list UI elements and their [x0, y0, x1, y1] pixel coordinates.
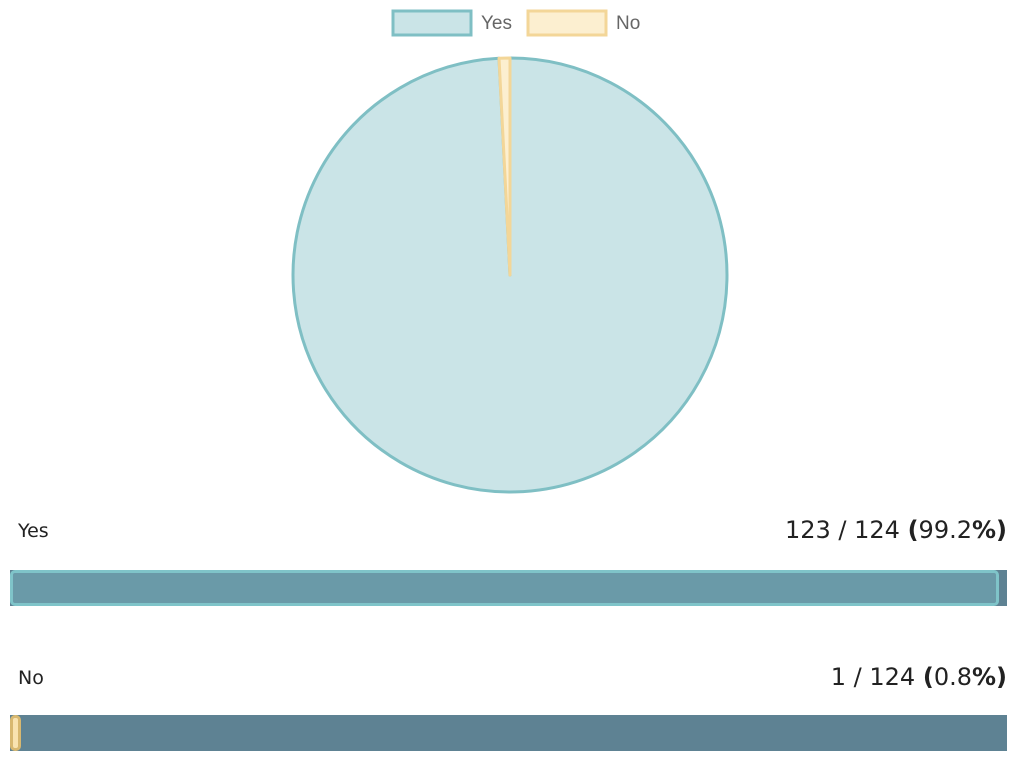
result-bar-track-no [10, 715, 1007, 751]
legend-item-no[interactable]: No [526, 9, 640, 37]
pie-chart: Yes No [291, 9, 729, 494]
legend-swatch-no [526, 9, 608, 37]
result-count-value-no: 1 [830, 663, 847, 691]
result-open-paren-yes: ( [907, 516, 919, 544]
result-separator-no: / [846, 663, 870, 691]
legend-item-yes[interactable]: Yes [391, 9, 512, 37]
result-percent-yes: 99.2 [918, 516, 972, 544]
legend-label-yes: Yes [481, 13, 512, 34]
result-row-yes: Yes 123 / 124 (99.2%) [10, 516, 1007, 610]
result-bar-track-yes [10, 570, 1007, 606]
result-count-yes: 123 / 124 (99.2%) [785, 516, 1007, 544]
result-total-no: 124 [869, 663, 916, 691]
result-percent-sign-no: % [971, 663, 997, 691]
result-count-value-yes: 123 [784, 516, 831, 544]
result-close-paren-yes: ) [996, 516, 1007, 544]
pie-slice-no[interactable] [497, 56, 512, 277]
result-label-no: No [18, 667, 44, 689]
legend-label-no: No [616, 13, 640, 34]
result-count-no: 1 / 124 (0.8%) [831, 663, 1007, 691]
result-label-yes: Yes [18, 520, 49, 542]
result-percent-no: 0.8 [933, 663, 972, 691]
result-close-paren-no: ) [996, 663, 1007, 691]
result-bar-fill-no [10, 715, 21, 751]
result-separator-yes: / [830, 516, 855, 544]
legend-swatch-yes [391, 9, 473, 37]
result-percent-sign-yes: % [971, 516, 997, 544]
result-total-yes: 124 [854, 516, 900, 544]
result-row-no: No 1 / 124 (0.8%) [10, 663, 1007, 757]
pie-chart-svg: Yes No [291, 9, 729, 494]
result-bar-fill-yes [10, 570, 999, 606]
result-open-paren-no: ( [922, 663, 934, 691]
